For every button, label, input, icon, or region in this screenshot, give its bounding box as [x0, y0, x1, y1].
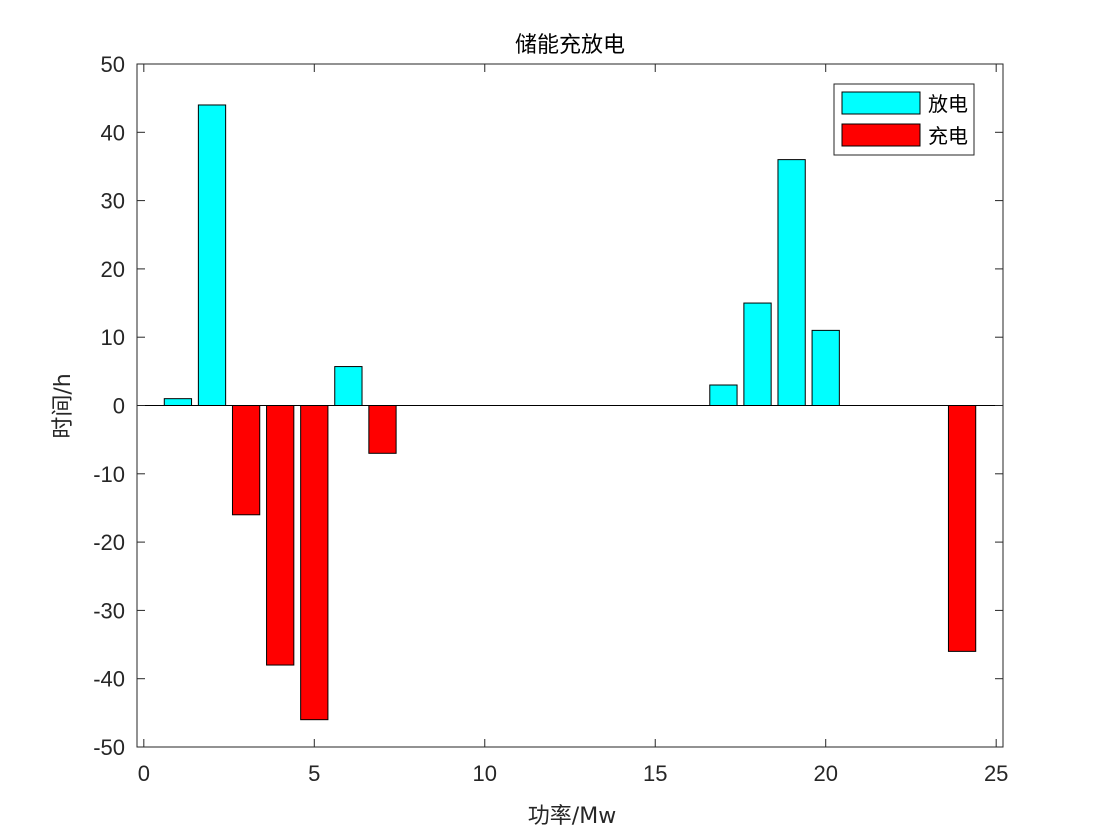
bar-charge-4 — [266, 405, 295, 666]
bar-charge-3 — [231, 405, 261, 516]
legend-swatch-discharge — [841, 91, 921, 115]
x-tick-label: 5 — [308, 761, 320, 786]
y-axis-label: 时间/h — [51, 373, 76, 438]
chart-title: 储能充放电 — [515, 33, 625, 58]
bar-discharge-20 — [811, 329, 840, 406]
x-tick-label: 15 — [643, 761, 667, 786]
bar-discharge-6 — [334, 366, 363, 406]
y-tick-label: -20 — [93, 530, 125, 555]
x-tick-label: 20 — [813, 761, 837, 786]
y-tick-label: 10 — [101, 325, 125, 350]
bar-charge-7 — [368, 405, 397, 454]
y-tick-label: 0 — [113, 394, 125, 419]
legend-label-charge: 充电 — [928, 124, 968, 148]
bar-discharge-2 — [197, 104, 227, 406]
bar-discharge-17 — [709, 384, 738, 407]
legend: 放电 充电 — [833, 83, 975, 156]
y-tick-label: 50 — [101, 52, 125, 77]
y-tick-label: 40 — [101, 120, 125, 145]
tick-labels-group: 0 5 10 15 20 25 -50 -40 -30 -20 -10 0 10 20 30 40 50 — [93, 52, 1008, 786]
legend-label-discharge: 放电 — [928, 92, 968, 116]
legend-swatch-charge — [841, 123, 921, 147]
x-tick-label: 10 — [473, 761, 497, 786]
y-tick-label: 30 — [101, 189, 125, 214]
axis-ticks-group — [137, 63, 1003, 748]
bar-discharge-19 — [777, 159, 806, 406]
x-tick-label: 25 — [984, 761, 1008, 786]
bars-group — [163, 104, 977, 721]
y-tick-label: -10 — [93, 462, 125, 487]
bar-charge-24 — [947, 405, 977, 652]
y-tick-label: -40 — [93, 667, 125, 692]
bar-discharge-18 — [743, 302, 772, 406]
bar-discharge-1 — [163, 398, 193, 407]
x-tick-label: 0 — [138, 761, 150, 786]
y-tick-label: -30 — [93, 598, 125, 623]
y-tick-label: -50 — [93, 735, 125, 760]
bar-charge-5 — [300, 405, 329, 721]
y-tick-label: 20 — [101, 257, 125, 282]
x-axis-label: 功率/Mw — [528, 804, 616, 829]
